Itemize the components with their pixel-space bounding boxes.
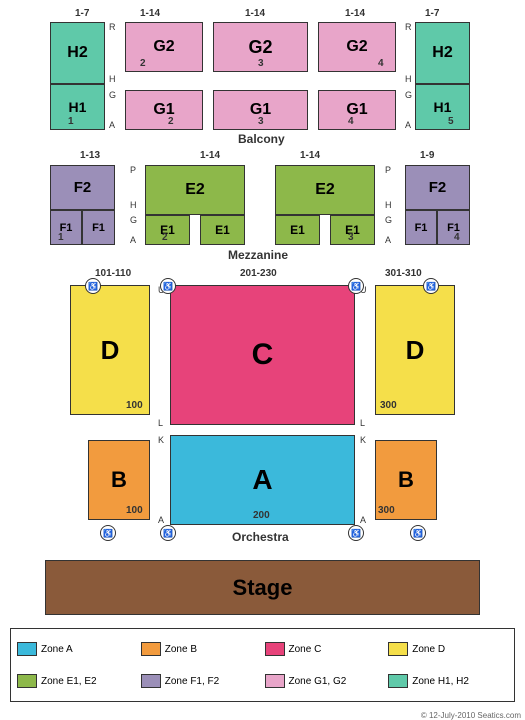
accessibility-icon: ♿: [348, 278, 364, 294]
legend-label: Zone F1, F2: [165, 676, 219, 687]
section-g1-left[interactable]: G1: [125, 90, 203, 130]
level-balcony: Balcony: [238, 132, 285, 146]
section-e2-right[interactable]: E2: [275, 165, 375, 215]
section-g2-left[interactable]: G2: [125, 22, 203, 72]
section-h2-left[interactable]: H2: [50, 22, 105, 84]
legend-item: Zone B: [141, 635, 261, 663]
legend-label: Zone B: [165, 644, 197, 655]
legend-item: Zone A: [17, 635, 137, 663]
section-f1-right-1[interactable]: F1: [405, 210, 437, 245]
range-label: 1-14: [200, 150, 220, 161]
section-c[interactable]: C: [170, 285, 355, 425]
level-mezzanine: Mezzanine: [228, 248, 288, 262]
section-g2-right[interactable]: G2: [318, 22, 396, 72]
seating-chart: 1-7 1-14 1-14 1-14 1-7 H2 H1 1 G2 2 G2 3…: [0, 0, 525, 720]
section-f1-left-1[interactable]: F1: [50, 210, 82, 245]
accessibility-icon: ♿: [85, 278, 101, 294]
accessibility-icon: ♿: [423, 278, 439, 294]
range-label: 1-13: [80, 150, 100, 161]
legend-label: Zone D: [412, 644, 445, 655]
legend-item: Zone D: [388, 635, 508, 663]
range-label: 101-110: [95, 268, 131, 279]
accessibility-icon: ♿: [160, 278, 176, 294]
accessibility-icon: ♿: [100, 525, 116, 541]
range-label: 1-14: [245, 8, 265, 19]
section-f2-right[interactable]: F2: [405, 165, 470, 210]
legend-label: Zone H1, H2: [412, 676, 469, 687]
legend-swatch: [141, 674, 161, 688]
section-g1-right[interactable]: G1: [318, 90, 396, 130]
section-f1-left-2[interactable]: F1: [82, 210, 115, 245]
legend-label: Zone C: [289, 644, 322, 655]
range-label: 1-14: [345, 8, 365, 19]
legend-item: Zone G1, G2: [265, 667, 385, 695]
section-e1-right-a[interactable]: E1: [275, 215, 320, 245]
legend-item: Zone C: [265, 635, 385, 663]
range-label: 1-9: [420, 150, 434, 161]
accessibility-icon: ♿: [410, 525, 426, 541]
legend-label: Zone G1, G2: [289, 676, 347, 687]
section-e2-left[interactable]: E2: [145, 165, 245, 215]
section-e1-left-b[interactable]: E1: [200, 215, 245, 245]
section-f2-left[interactable]: F2: [50, 165, 115, 210]
copyright: © 12-July-2010 Seatics.com: [421, 711, 521, 720]
legend-label: Zone A: [41, 644, 73, 655]
range-label: 1-7: [425, 8, 439, 19]
range-label: 301-310: [385, 268, 422, 279]
range-label: 201-230: [240, 268, 277, 279]
range-label: 1-14: [300, 150, 320, 161]
stage: Stage: [45, 560, 480, 615]
legend-item: Zone H1, H2: [388, 667, 508, 695]
legend-swatch: [388, 674, 408, 688]
section-d-left[interactable]: D: [70, 285, 150, 415]
section-d-right[interactable]: D: [375, 285, 455, 415]
legend-label: Zone E1, E2: [41, 676, 97, 687]
accessibility-icon: ♿: [160, 525, 176, 541]
level-orchestra: Orchestra: [232, 530, 289, 544]
legend-swatch: [265, 642, 285, 656]
legend-item: Zone F1, F2: [141, 667, 261, 695]
legend-swatch: [265, 674, 285, 688]
section-h1-right[interactable]: H1: [415, 84, 470, 130]
legend: Zone A Zone B Zone C Zone D Zone E1, E2 Zone …: [10, 628, 515, 702]
legend-item: Zone E1, E2: [17, 667, 137, 695]
accessibility-icon: ♿: [348, 525, 364, 541]
range-label: 1-14: [140, 8, 160, 19]
legend-swatch: [17, 642, 37, 656]
legend-swatch: [141, 642, 161, 656]
range-label: 1-7: [75, 8, 89, 19]
section-h2-right[interactable]: H2: [415, 22, 470, 84]
legend-swatch: [17, 674, 37, 688]
legend-swatch: [388, 642, 408, 656]
section-h1-left[interactable]: H1: [50, 84, 105, 130]
